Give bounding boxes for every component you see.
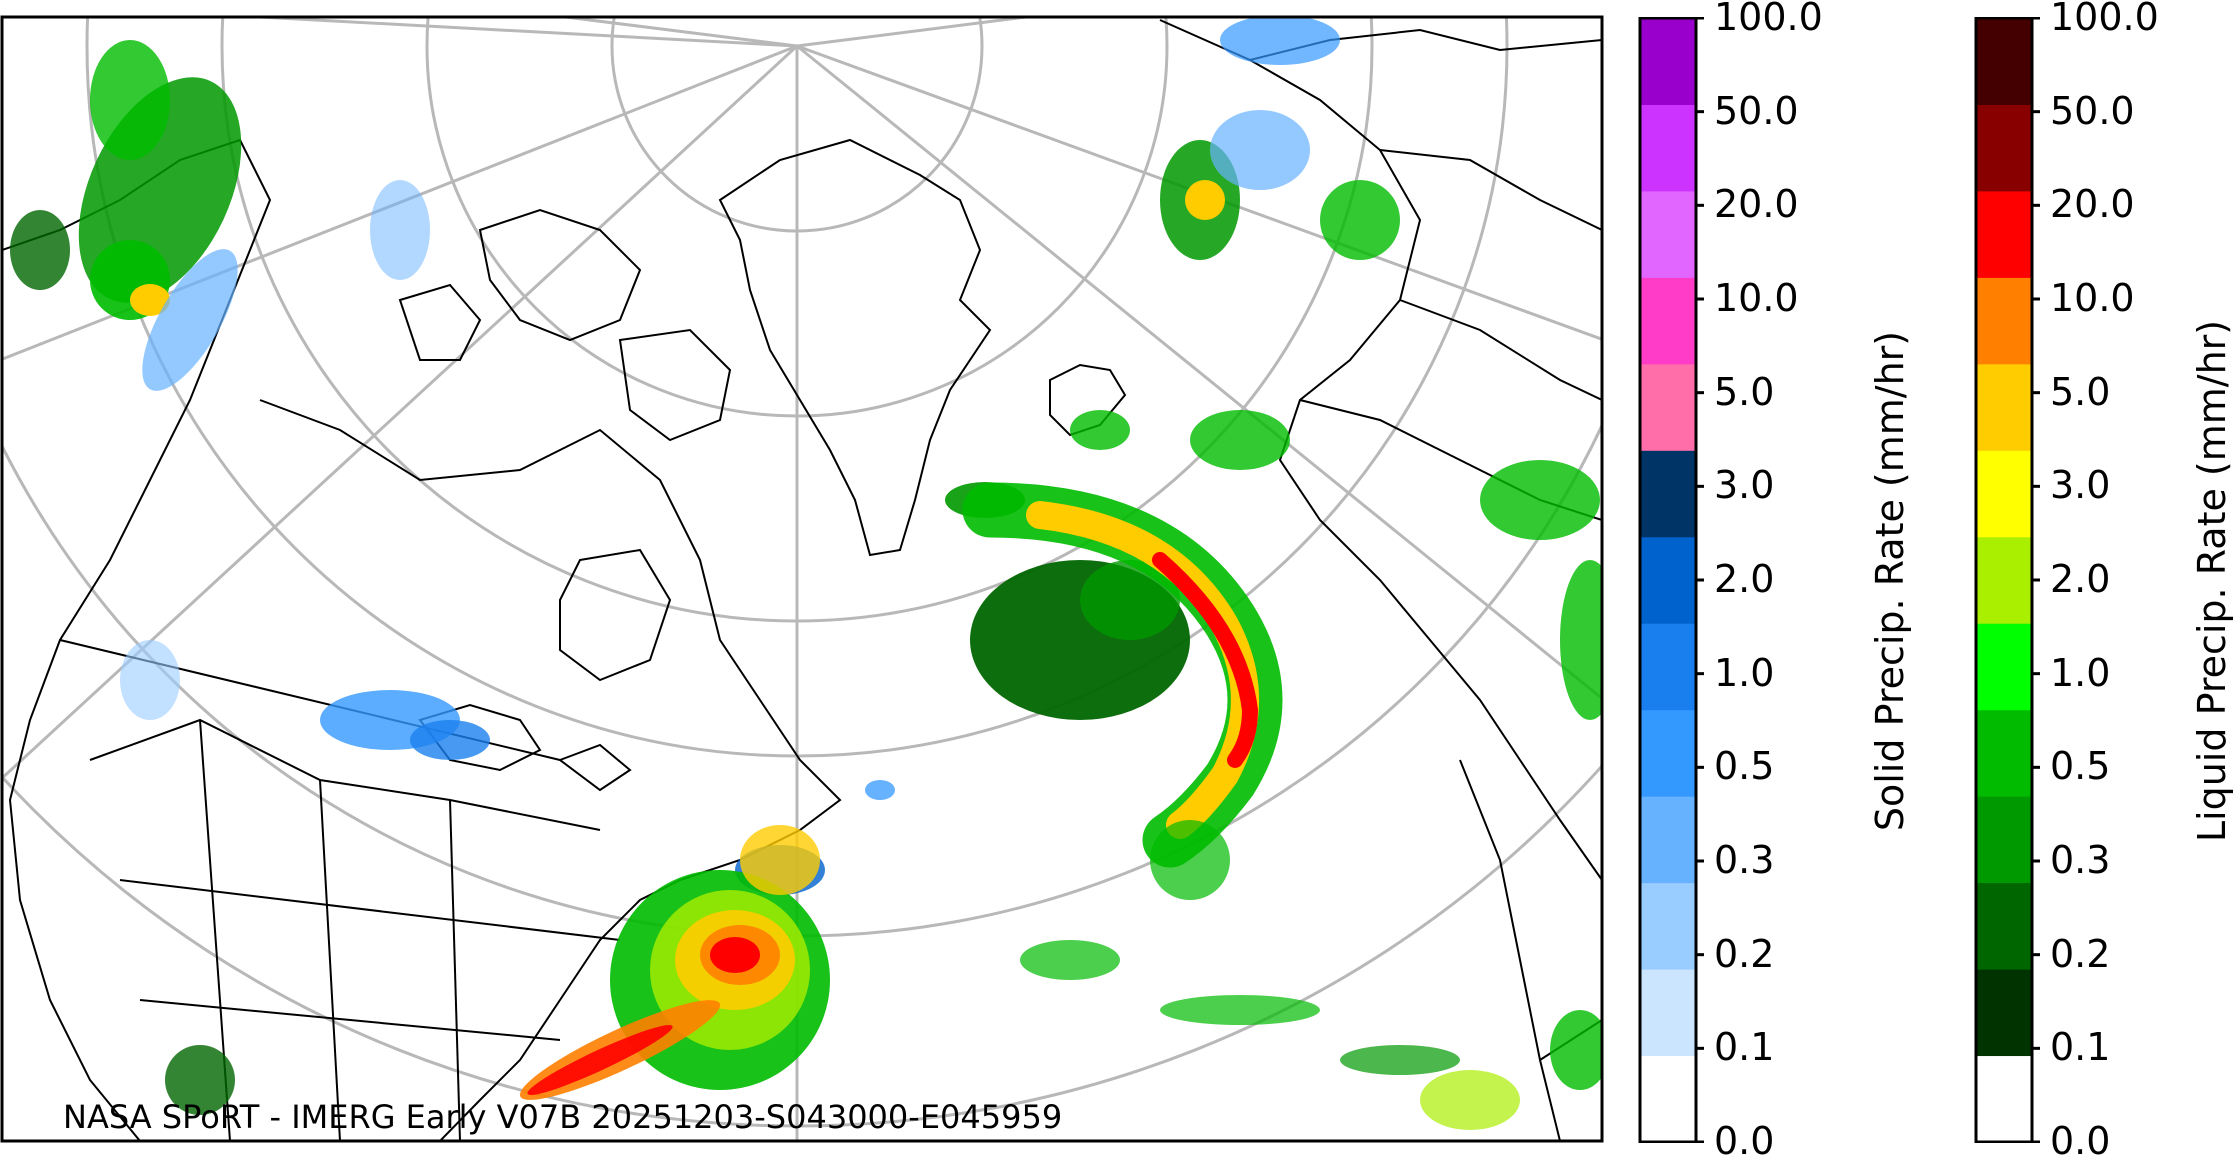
solid-colorbar-swatch bbox=[1640, 1055, 1696, 1143]
liquid-colorbar-swatch bbox=[1976, 363, 2032, 451]
liquid-colorbar-swatch bbox=[1976, 882, 2032, 970]
liquid-colorbar-swatch bbox=[1976, 709, 2032, 797]
liquid-colorbar-tick-label: 3.0 bbox=[2050, 463, 2111, 508]
solid-colorbar-swatch bbox=[1640, 709, 1696, 797]
solid-colorbar-tick-label: 100.0 bbox=[1714, 0, 1823, 39]
solid-colorbar bbox=[1638, 17, 1704, 1143]
liquid-colorbar-tick-label: 0.2 bbox=[2050, 931, 2111, 976]
liquid-colorbar-swatch bbox=[1976, 536, 2032, 624]
solid-colorbar-swatch bbox=[1640, 18, 1696, 105]
solid-colorbar-swatch bbox=[1640, 104, 1696, 192]
solid-colorbar-swatch bbox=[1640, 363, 1696, 451]
liquid-colorbar-swatch bbox=[1976, 450, 2032, 538]
liquid-colorbar-label: Liquid Precip. Rate (mm/hr) bbox=[2190, 319, 2234, 843]
solid-colorbar-swatch bbox=[1640, 796, 1696, 884]
solid-colorbar-swatch bbox=[1640, 623, 1696, 711]
liquid-colorbar-swatch bbox=[1976, 796, 2032, 884]
solid-colorbar-swatch bbox=[1640, 277, 1696, 365]
solid-colorbar-tick-label: 1.0 bbox=[1714, 650, 1775, 695]
precipitation-field bbox=[10, 17, 1602, 1130]
liquid-colorbar-tick-label: 50.0 bbox=[2050, 88, 2135, 133]
solid-colorbar-tick-label: 3.0 bbox=[1714, 463, 1775, 508]
liquid-colorbar-tick-label: 1.0 bbox=[2050, 650, 2111, 695]
map-credit: NASA SPoRT - IMERG Early V07B 20251203-S… bbox=[63, 1098, 1063, 1136]
solid-colorbar-tick-label: 50.0 bbox=[1714, 88, 1799, 133]
liquid-colorbar-tick-label: 5.0 bbox=[2050, 369, 2111, 414]
solid-colorbar-tick-label: 0.3 bbox=[1714, 838, 1775, 882]
solid-colorbar-tick-label: 20.0 bbox=[1714, 182, 1799, 227]
solid-colorbar-swatch bbox=[1640, 536, 1696, 624]
liquid-colorbar-tick-label: 0.1 bbox=[2050, 1025, 2111, 1070]
liquid-colorbar-tick-label: 0.5 bbox=[2050, 744, 2111, 789]
solid-colorbar-tick-label: 10.0 bbox=[1714, 276, 1799, 320]
liquid-colorbar-swatch bbox=[1976, 969, 2032, 1057]
liquid-colorbar-tick-label: 100.0 bbox=[2050, 0, 2159, 39]
map-frame bbox=[0, 15, 1604, 1143]
solid-colorbar-swatch bbox=[1640, 190, 1696, 278]
liquid-colorbar-swatch bbox=[1976, 190, 2032, 278]
solid-colorbar-tick-label: 0.2 bbox=[1714, 931, 1775, 976]
liquid-colorbar-swatch bbox=[1976, 104, 2032, 192]
liquid-colorbar-swatch bbox=[1976, 277, 2032, 365]
solid-colorbar-swatch bbox=[1640, 882, 1696, 970]
solid-colorbar-swatch bbox=[1640, 969, 1696, 1057]
liquid-colorbar-swatch bbox=[1976, 18, 2032, 105]
solid-colorbar-tick-label: 0.1 bbox=[1714, 1025, 1775, 1070]
liquid-colorbar-tick-label: 10.0 bbox=[2050, 276, 2135, 320]
solid-colorbar-tick-label: 0.5 bbox=[1714, 744, 1775, 789]
liquid-colorbar bbox=[1974, 17, 2040, 1143]
liquid-colorbar-tick-label: 0.0 bbox=[2050, 1119, 2111, 1163]
precipitation-map bbox=[0, 15, 1604, 1143]
liquid-colorbar-swatch bbox=[1976, 1055, 2032, 1143]
solid-colorbar-swatch bbox=[1640, 450, 1696, 538]
liquid-colorbar-swatch bbox=[1976, 623, 2032, 711]
solid-colorbar-tick-label: 2.0 bbox=[1714, 557, 1775, 601]
liquid-colorbar-tick-label: 2.0 bbox=[2050, 557, 2111, 601]
liquid-colorbar-tick-label: 20.0 bbox=[2050, 182, 2135, 227]
solid-colorbar-label: Solid Precip. Rate (mm/hr) bbox=[1868, 330, 1912, 832]
solid-colorbar-tick-label: 5.0 bbox=[1714, 369, 1775, 414]
liquid-colorbar-tick-label: 0.3 bbox=[2050, 838, 2111, 882]
solid-colorbar-tick-label: 0.0 bbox=[1714, 1119, 1775, 1163]
